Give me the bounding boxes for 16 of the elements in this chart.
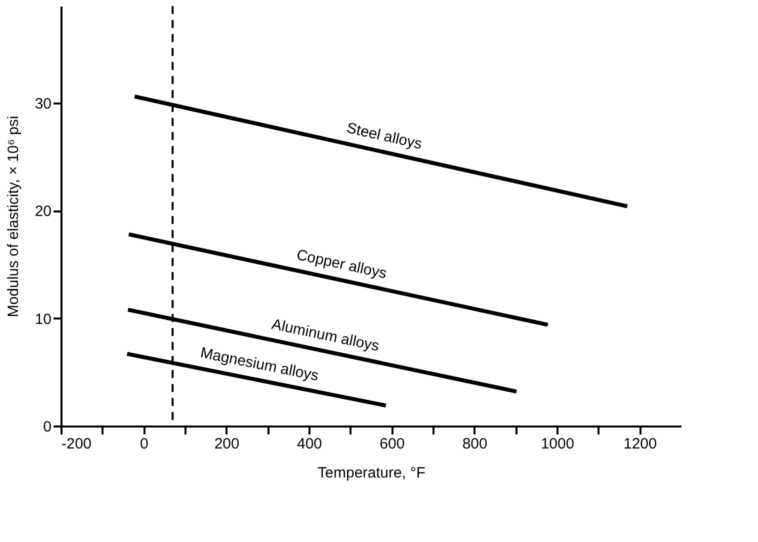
text: Steel alloys bbox=[345, 120, 424, 153]
x-tick-label: 1000 bbox=[540, 436, 574, 452]
y-tick-label: 30 bbox=[34, 95, 52, 112]
y-tick-label: 10 bbox=[34, 310, 52, 328]
y-tick-label: 20 bbox=[34, 203, 52, 220]
y-tick-label: 0 bbox=[43, 418, 52, 436]
x-axis-title: Temperature, °F bbox=[318, 464, 426, 482]
x-tick-label: 1200 bbox=[623, 436, 657, 452]
x-tick-label: 400 bbox=[296, 436, 322, 452]
x-tick-label: 800 bbox=[462, 436, 488, 452]
text: Copper alloys bbox=[294, 246, 388, 282]
y-axis-title: Modulus of elasticity, × 10⁶ psi bbox=[4, 116, 22, 318]
x-tick-label: -200 bbox=[62, 436, 92, 452]
x-tick-label: 0 bbox=[140, 436, 148, 452]
x-tick-label: 600 bbox=[380, 436, 405, 452]
x-tick-label: 200 bbox=[214, 436, 240, 452]
